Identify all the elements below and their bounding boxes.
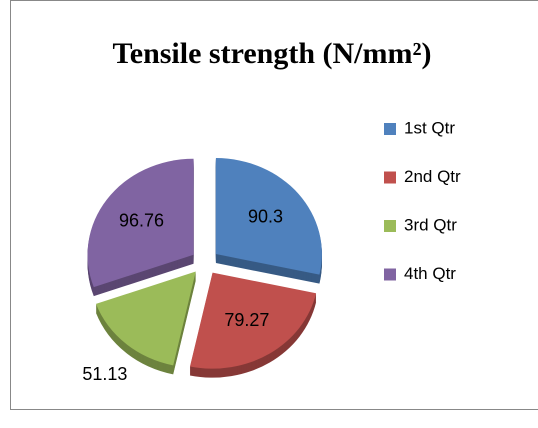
slice — [189, 272, 317, 369]
slice — [95, 271, 196, 366]
chart-title: Tensile strength (N/mm²) — [113, 37, 432, 70]
legend-swatch — [384, 123, 396, 135]
slice — [215, 158, 322, 275]
legend-swatch — [384, 171, 396, 184]
data-label: 90.3 — [248, 207, 283, 227]
legend-swatch — [384, 268, 396, 281]
data-label: 79.27 — [224, 310, 269, 330]
slice — [87, 158, 194, 288]
legend-label: 2nd Qtr — [404, 167, 461, 186]
data-label: 96.76 — [119, 210, 164, 230]
legend-label: 4th Qtr — [404, 264, 456, 283]
legend-label: 3rd Qtr — [404, 215, 457, 234]
data-label: 51.13 — [82, 364, 127, 384]
legend-label: 1st Qtr — [404, 118, 455, 137]
legend-swatch — [384, 220, 396, 232]
